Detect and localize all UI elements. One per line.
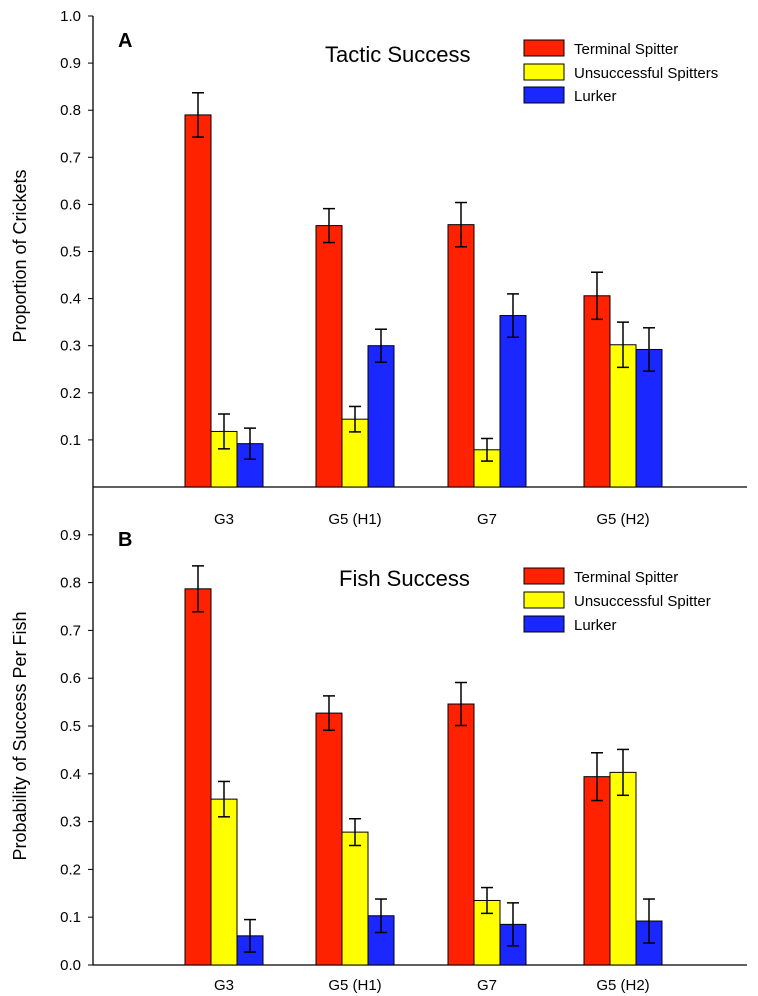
y-tick-label: 0.2 [60,385,81,402]
panel-a-title: Tactic Success [325,42,471,67]
panel-a-letter: A [118,30,132,52]
error-bar-terminal-spitter-g7 [455,201,467,248]
panel-b-bars [184,588,663,966]
legend-label-unsuccessful-spitters: Unsuccessful Spitters [574,65,718,82]
panel-a-bars [184,114,663,488]
error-bar-terminal-spitter-g5-h1 [323,207,335,244]
error-bar-terminal-spitter-g5-h1 [323,695,335,732]
error-bar-terminal-spitter-g7 [455,681,467,727]
bar-terminal-spitter-g3 [184,114,212,488]
legend-swatch-lurker [523,615,565,633]
y-tick-label: 0.9 [60,55,81,72]
bar-terminal-spitter-g7 [447,703,475,966]
bar-terminal-spitter-g5-h1 [315,225,343,488]
y-tick-label: 0.7 [60,149,81,166]
error-bar-unsuccessful-spitters-g7 [481,437,493,462]
legend-label-terminal-spitter: Terminal Spitter [574,41,678,58]
y-tick-label: 0.6 [60,670,81,687]
legend-label-unsuccessful-spitter: Unsuccessful Spitter [574,593,711,610]
error-bar-terminal-spitter-g3 [192,92,204,138]
x-tick-label: G5 (H2) [596,511,649,528]
error-bar-lurker-g5-h1 [375,898,387,934]
bar-lurker-g7 [499,315,527,488]
y-tick-label: 0.1 [60,432,81,449]
error-bar-lurker-g7 [507,293,519,338]
y-tick-label: 0.3 [60,814,81,831]
bar-lurker-g5-h1 [367,345,395,488]
bar-terminal-spitter-g5-h1 [315,712,343,966]
x-tick-label: G7 [477,977,497,994]
x-tick-label: G5 (H1) [328,977,381,994]
legend-swatch-lurker [523,86,565,104]
legend-swatch-terminal-spitter [523,39,565,57]
bar-terminal-spitter-g5-h2 [583,776,611,966]
x-tick-label: G7 [477,511,497,528]
error-bar-lurker-g3 [244,427,256,460]
error-bar-terminal-spitter-g3 [192,565,204,613]
legend-label-terminal-spitter: Terminal Spitter [574,569,678,586]
bar-unsuccessful-spitter-g5-h1 [341,831,369,966]
bar-unsuccessful-spitter-g3 [210,798,238,966]
bar-terminal-spitter-g7 [447,224,475,488]
panel-b-y-tick-labels: 0.0 0.1 0.2 0.3 0.4 0.5 0.6 0.7 0.8 0.9 [60,527,81,974]
y-tick-label: 0.4 [60,291,81,308]
y-tick-label: 0.4 [60,766,81,783]
x-tick-label: G5 (H1) [328,511,381,528]
error-bar-terminal-spitter-g5-h2 [591,271,603,321]
x-tick-label: G3 [214,977,234,994]
y-tick-label: 0.5 [60,718,81,735]
legend-swatch-terminal-spitter [523,567,565,585]
panel-a-error-bars [192,92,655,462]
legend-swatch-unsuccessful-spitters [523,63,565,81]
bar-terminal-spitter-g3 [184,588,212,966]
legend-swatch-unsuccessful-spitter [523,591,565,609]
panel-b: 0.0 0.1 0.2 0.3 0.4 0.5 0.6 0.7 0.8 0.9 G3 G5 (H1)… [10,487,747,994]
panel-a-y-axis-label: Proportion of Crickets [10,169,30,342]
error-bar-unsuccessful-spitter-g5-h1 [349,817,361,847]
panel-b-error-bars [192,565,655,953]
error-bar-lurker-g3 [244,918,256,953]
bar-lurker-g5-h2 [635,348,663,488]
panel-a-x-tick-labels: G3 G5 (H1) G7 G5 (H2) [214,511,650,528]
panel-a: 0.1 0.2 0.3 0.4 0.5 0.6 0.7 0.8 0.9 1.0 G3 G5 (H1)… [10,8,747,528]
y-tick-label: 0.8 [60,102,81,119]
panel-b-y-axis-label: Probability of Success Per Fish [10,611,30,860]
error-bar-unsuccessful-spitter-g5-h2 [617,748,629,797]
error-bar-unsuccessful-spitter-g7 [481,886,493,915]
y-tick-label: 0.0 [60,957,81,974]
x-tick-label: G3 [214,511,234,528]
panel-a-y-tick-labels: 0.1 0.2 0.3 0.4 0.5 0.6 0.7 0.8 0.9 1.0 [60,8,81,449]
panel-b-x-tick-labels: G3 G5 (H1) G7 G5 (H2) [214,977,650,994]
bar-unsuccessful-spitter-g5-h2 [609,771,637,966]
legend-label-lurker: Lurker [574,88,617,105]
legend-label-lurker: Lurker [574,617,617,634]
y-tick-label: 0.9 [60,527,81,544]
y-tick-label: 0.7 [60,622,81,639]
y-tick-label: 0.8 [60,575,81,592]
y-tick-label: 0.1 [60,909,81,926]
panel-b-legend: Terminal Spitter Unsuccessful Spitter Lu… [523,567,711,634]
bar-terminal-spitter-g5-h2 [583,295,611,488]
error-bar-unsuccessful-spitters-g5-h2 [617,321,629,369]
y-tick-label: 0.3 [60,338,81,355]
panel-a-legend: Terminal Spitter Unsuccessful Spitters L… [523,39,718,105]
error-bar-lurker-g7 [507,902,519,947]
y-tick-label: 1.0 [60,8,81,25]
panel-b-title: Fish Success [339,566,470,591]
y-tick-label: 0.5 [60,244,81,261]
error-bar-lurker-g5-h1 [375,328,387,363]
error-bar-lurker-g5-h2 [643,898,655,944]
error-bar-unsuccessful-spitters-g3 [218,413,230,450]
x-tick-label: G5 (H2) [596,977,649,994]
panel-b-letter: B [118,529,132,551]
y-tick-label: 0.2 [60,861,81,878]
y-tick-label: 0.6 [60,196,81,213]
error-bar-lurker-g5-h2 [643,327,655,372]
error-bar-unsuccessful-spitters-g5-h1 [349,405,361,433]
error-bar-unsuccessful-spitter-g3 [218,780,230,818]
error-bar-terminal-spitter-g5-h2 [591,752,603,802]
